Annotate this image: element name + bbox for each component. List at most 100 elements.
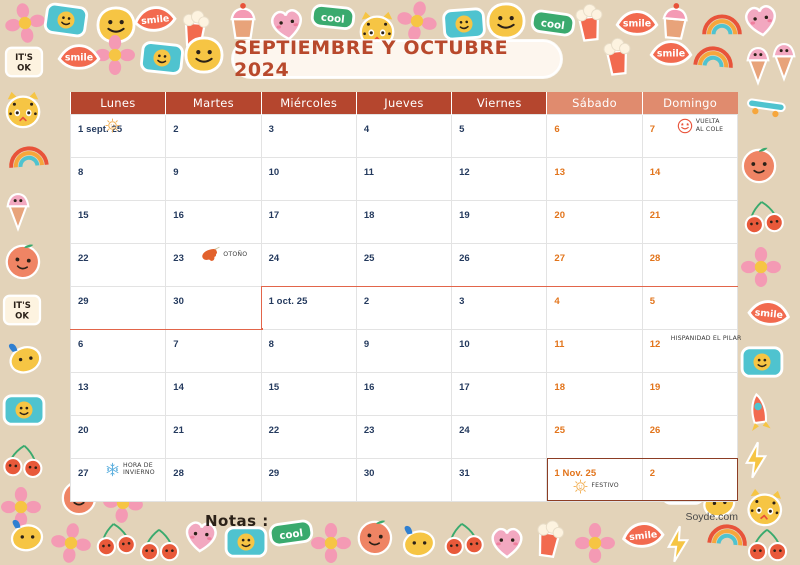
calendar-day-cell[interactable]: 21 xyxy=(165,414,262,459)
day-number: 12 xyxy=(649,338,661,350)
calendar-day-cell[interactable]: 26 xyxy=(451,242,548,287)
calendar-day-cell[interactable]: 2 xyxy=(641,457,739,502)
calendar-day-cell[interactable]: 1 sept. 25 xyxy=(69,113,167,158)
calendar-day-cell[interactable]: 11 xyxy=(355,156,453,201)
day-number: 18 xyxy=(363,209,375,221)
weekday-header-domingo: Domingo xyxy=(642,92,738,114)
day-number: 28 xyxy=(649,252,661,264)
day-number: 16 xyxy=(363,381,375,393)
sticker-orange-face xyxy=(2,240,44,282)
calendar-day-cell[interactable]: 10 xyxy=(451,328,548,373)
sticker-smile-tag xyxy=(441,5,487,44)
calendar-day-cell[interactable]: 30 xyxy=(355,457,453,502)
calendar-day-cell[interactable]: 27 HORA DE INVIERNO xyxy=(69,457,167,502)
calendar-day-cell[interactable]: 24 xyxy=(260,242,357,287)
day-number: 1 oct. 25 xyxy=(268,295,308,307)
day-number: 29 xyxy=(78,295,89,307)
calendar-day-cell[interactable]: 29 xyxy=(69,285,167,330)
calendar-day-cell[interactable]: 16 xyxy=(165,199,262,244)
calendar-day-cell[interactable]: 5 xyxy=(641,285,739,330)
calendar-week-row: 20 21 22 23 24 25 26 xyxy=(69,414,739,459)
day-number: 29 xyxy=(268,467,280,479)
calendar-day-cell[interactable]: 23 xyxy=(355,414,453,459)
calendar-day-cell[interactable]: 18 xyxy=(355,199,453,244)
calendar-day-cell[interactable]: 28 xyxy=(165,457,262,502)
calendar-day-cell[interactable]: 1 Nov. 25 FESTIVO xyxy=(546,457,643,502)
calendar-day-cell[interactable]: 1 oct. 25 xyxy=(260,285,357,330)
calendar-day-cell[interactable]: 22 xyxy=(260,414,357,459)
calendar-day-cell[interactable]: 13 xyxy=(546,156,643,201)
day-event: HISPANIDAD EL PILAR xyxy=(671,335,742,343)
calendar-day-cell[interactable]: 17 xyxy=(451,371,548,416)
calendar-day-cell[interactable]: 26 xyxy=(641,414,739,459)
calendar-day-cell[interactable]: 9 xyxy=(355,328,453,373)
calendar-day-cell[interactable]: 3 xyxy=(451,285,548,330)
calendar-day-cell[interactable]: 21 xyxy=(641,199,739,244)
sticker-heart-face xyxy=(181,516,222,555)
day-number: 30 xyxy=(363,467,375,479)
calendar-day-cell[interactable]: 15 xyxy=(69,199,167,244)
day-number: 25 xyxy=(554,424,565,436)
calendar-day-cell[interactable]: 14 xyxy=(165,371,262,416)
calendar-day-cell[interactable]: 4 xyxy=(355,113,453,158)
day-number: 8 xyxy=(268,338,274,350)
calendar-day-cell[interactable]: 18 xyxy=(546,371,643,416)
calendar-day-cell[interactable]: 5 xyxy=(451,113,548,158)
svg-text:OK: OK xyxy=(17,64,31,74)
event-label: HORA DE INVIERNO xyxy=(123,461,155,477)
svg-text:smile: smile xyxy=(657,49,685,60)
calendar-day-cell[interactable]: 29 xyxy=(260,457,357,502)
sticker-flower xyxy=(394,0,439,44)
notes-area[interactable]: Notas : xyxy=(70,500,738,542)
calendar-day-cell[interactable]: 30 xyxy=(165,285,262,330)
sticker-lightning xyxy=(742,440,770,480)
calendar-day-cell[interactable]: 6 xyxy=(69,328,167,373)
calendar-day-cell[interactable]: 7 xyxy=(165,328,262,373)
calendar-day-cell[interactable]: 12 xyxy=(451,156,548,201)
weekday-header-jueves: Jueves xyxy=(356,92,453,114)
calendar-day-cell[interactable]: 27 xyxy=(546,242,643,287)
sticker-flower xyxy=(50,522,93,565)
calendar-day-cell[interactable]: 4 xyxy=(546,285,643,330)
calendar-day-cell[interactable]: 6 xyxy=(546,113,643,158)
day-number: 1 Nov. 25 xyxy=(554,467,597,479)
calendar-day-cell[interactable]: 17 xyxy=(260,199,357,244)
calendar-day-cell[interactable]: 12 HISPANIDAD EL PILAR xyxy=(641,328,741,373)
calendar-day-cell[interactable]: 25 xyxy=(546,414,643,459)
calendar-day-cell[interactable]: 31 xyxy=(451,457,548,502)
calendar-day-cell[interactable]: 25 xyxy=(355,242,453,287)
calendar-day-cell[interactable]: 20 xyxy=(69,414,167,459)
sticker-cherry xyxy=(747,524,788,564)
calendar-day-cell[interactable]: 2 xyxy=(355,285,453,330)
calendar-day-cell[interactable]: 14 xyxy=(641,156,739,201)
calendar-day-cell[interactable]: 16 xyxy=(355,371,453,416)
calendar-day-cell[interactable]: 22 xyxy=(69,242,167,287)
calendar-day-cell[interactable]: 24 xyxy=(451,414,548,459)
calendar-day-cell[interactable]: 11 xyxy=(546,328,643,373)
calendar-day-cell[interactable]: 13 xyxy=(69,371,167,416)
calendar-day-cell[interactable]: 19 xyxy=(641,371,739,416)
weekday-header-sbado: Sábado xyxy=(546,92,643,114)
calendar-day-cell[interactable]: 8 xyxy=(69,156,167,201)
calendar-day-cell[interactable]: 10 xyxy=(260,156,357,201)
svg-text:IT'S: IT'S xyxy=(13,301,31,311)
day-number: 17 xyxy=(459,381,470,393)
day-number: 16 xyxy=(173,209,184,221)
calendar-day-cell[interactable]: 9 xyxy=(165,156,262,201)
calendar-day-cell[interactable]: 28 xyxy=(641,242,739,287)
calendar-day-cell[interactable]: 2 xyxy=(165,113,262,158)
calendar-week-row: 6 7 8 9 10 11 12 HISPANIDAD EL PILAR xyxy=(69,328,741,373)
day-number: 27 xyxy=(554,252,565,264)
sticker-flower xyxy=(95,35,135,75)
day-number: 23 xyxy=(363,424,375,436)
calendar-day-cell[interactable]: 3 xyxy=(260,113,357,158)
calendar-day-cell[interactable]: 8 xyxy=(260,328,357,373)
calendar-day-cell[interactable]: 19 xyxy=(451,199,548,244)
day-number: 4 xyxy=(554,295,560,307)
sticker-flower xyxy=(3,1,47,45)
calendar-day-cell[interactable]: 15 xyxy=(260,371,357,416)
calendar-day-cell[interactable]: 20 xyxy=(546,199,643,244)
calendar-day-cell[interactable]: 23 OTOÑO xyxy=(165,242,262,287)
day-number: 21 xyxy=(173,424,184,436)
calendar-day-cell[interactable]: 7 VUELTA AL COLE xyxy=(641,113,739,158)
